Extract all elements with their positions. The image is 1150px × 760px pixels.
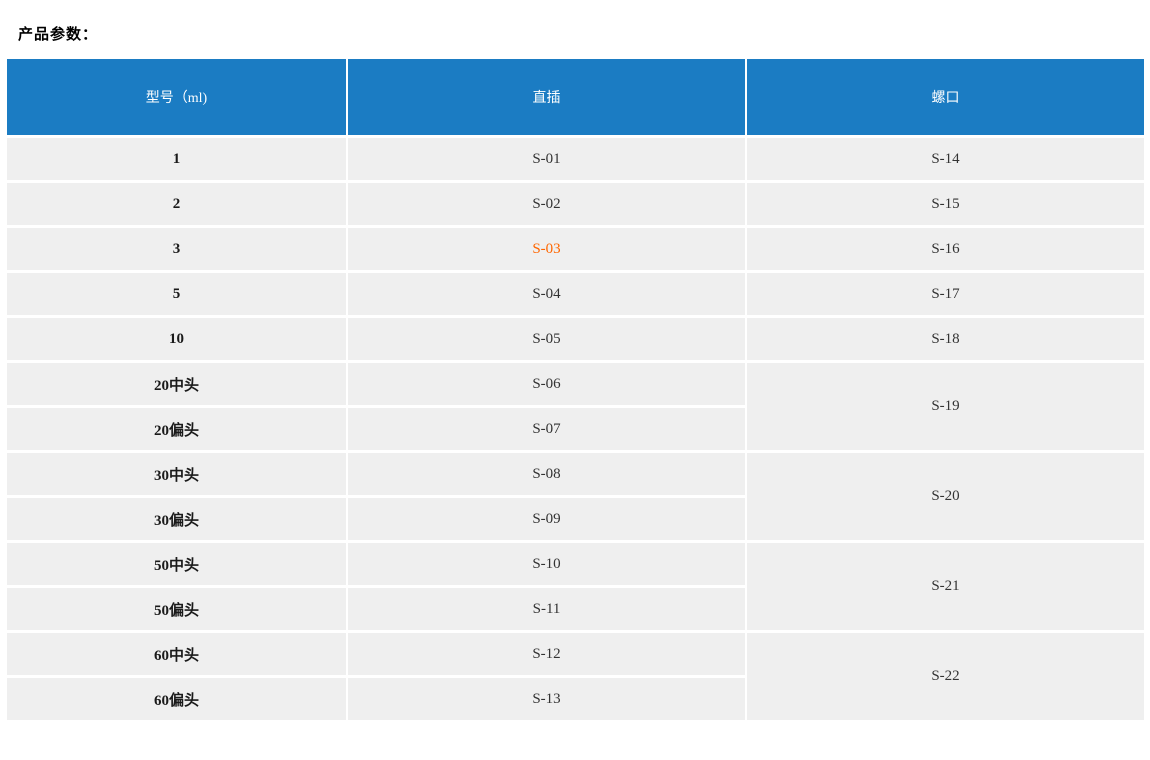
column-header-screw: 螺口 xyxy=(747,59,1144,135)
cell-straight: S-02 xyxy=(348,183,745,225)
cell-straight: S-12 xyxy=(348,633,745,675)
cell-straight: S-10 xyxy=(348,543,745,585)
cell-straight: S-06 xyxy=(348,363,745,405)
cell-model: 20偏头 xyxy=(7,408,346,450)
cell-straight: S-04 xyxy=(348,273,745,315)
cell-straight: S-05 xyxy=(348,318,745,360)
header-row: 型号（ml) 直插 螺口 xyxy=(7,59,1144,135)
cell-screw-merged: S-20 xyxy=(747,453,1144,540)
cell-straight: S-09 xyxy=(348,498,745,540)
cell-straight: S-07 xyxy=(348,408,745,450)
table-row: 5 S-04 S-17 xyxy=(7,273,1144,315)
cell-model: 2 xyxy=(7,183,346,225)
cell-model: 60中头 xyxy=(7,633,346,675)
cell-straight: S-13 xyxy=(348,678,745,720)
table-row: 20偏头 S-07 xyxy=(7,408,1144,450)
table-row: 10 S-05 S-18 xyxy=(7,318,1144,360)
cell-straight: S-01 xyxy=(348,138,745,180)
cell-model: 1 xyxy=(7,138,346,180)
cell-model: 20中头 xyxy=(7,363,346,405)
product-parameters-table: 型号（ml) 直插 螺口 1 S-01 S-14 2 S-02 S-15 3 S… xyxy=(5,56,1146,723)
cell-model: 30偏头 xyxy=(7,498,346,540)
table-row: 20中头 S-06 S-19 xyxy=(7,363,1144,450)
table-header: 型号（ml) 直插 螺口 xyxy=(7,59,1144,135)
cell-screw: S-17 xyxy=(747,273,1144,315)
table-row: 1 S-01 S-14 xyxy=(7,138,1144,180)
cell-screw-merged: S-19 xyxy=(747,363,1144,450)
cell-straight: S-08 xyxy=(348,453,745,495)
cell-straight: S-11 xyxy=(348,588,745,630)
cell-screw: S-14 xyxy=(747,138,1144,180)
table-body: 1 S-01 S-14 2 S-02 S-15 3 S-03 S-16 5 S-… xyxy=(7,138,1144,720)
column-header-model: 型号（ml) xyxy=(7,59,346,135)
cell-screw-merged: S-22 xyxy=(747,633,1144,720)
cell-screw: S-15 xyxy=(747,183,1144,225)
cell-model: 10 xyxy=(7,318,346,360)
cell-screw: S-18 xyxy=(747,318,1144,360)
cell-model: 5 xyxy=(7,273,346,315)
table-row: 60偏头 S-13 xyxy=(7,678,1144,720)
column-header-straight: 直插 xyxy=(348,59,745,135)
page-title: 产品参数： xyxy=(18,26,99,43)
cell-model: 30中头 xyxy=(7,453,346,495)
cell-model: 60偏头 xyxy=(7,678,346,720)
cell-model: 3 xyxy=(7,228,346,270)
table-row: 30偏头 S-09 xyxy=(7,498,1144,540)
table-row: 60中头 S-12 S-22 xyxy=(7,633,1144,720)
table-row: 50中头 S-10 S-21 xyxy=(7,543,1144,630)
table-row: 3 S-03 S-16 xyxy=(7,228,1144,270)
table-row: 50偏头 S-11 xyxy=(7,588,1144,630)
table-row: 2 S-02 S-15 xyxy=(7,183,1144,225)
cell-model: 50中头 xyxy=(7,543,346,585)
cell-straight-highlighted: S-03 xyxy=(348,228,745,270)
cell-model: 50偏头 xyxy=(7,588,346,630)
cell-screw: S-16 xyxy=(747,228,1144,270)
cell-screw-merged: S-21 xyxy=(747,543,1144,630)
table-row: 30中头 S-08 S-20 xyxy=(7,453,1144,540)
